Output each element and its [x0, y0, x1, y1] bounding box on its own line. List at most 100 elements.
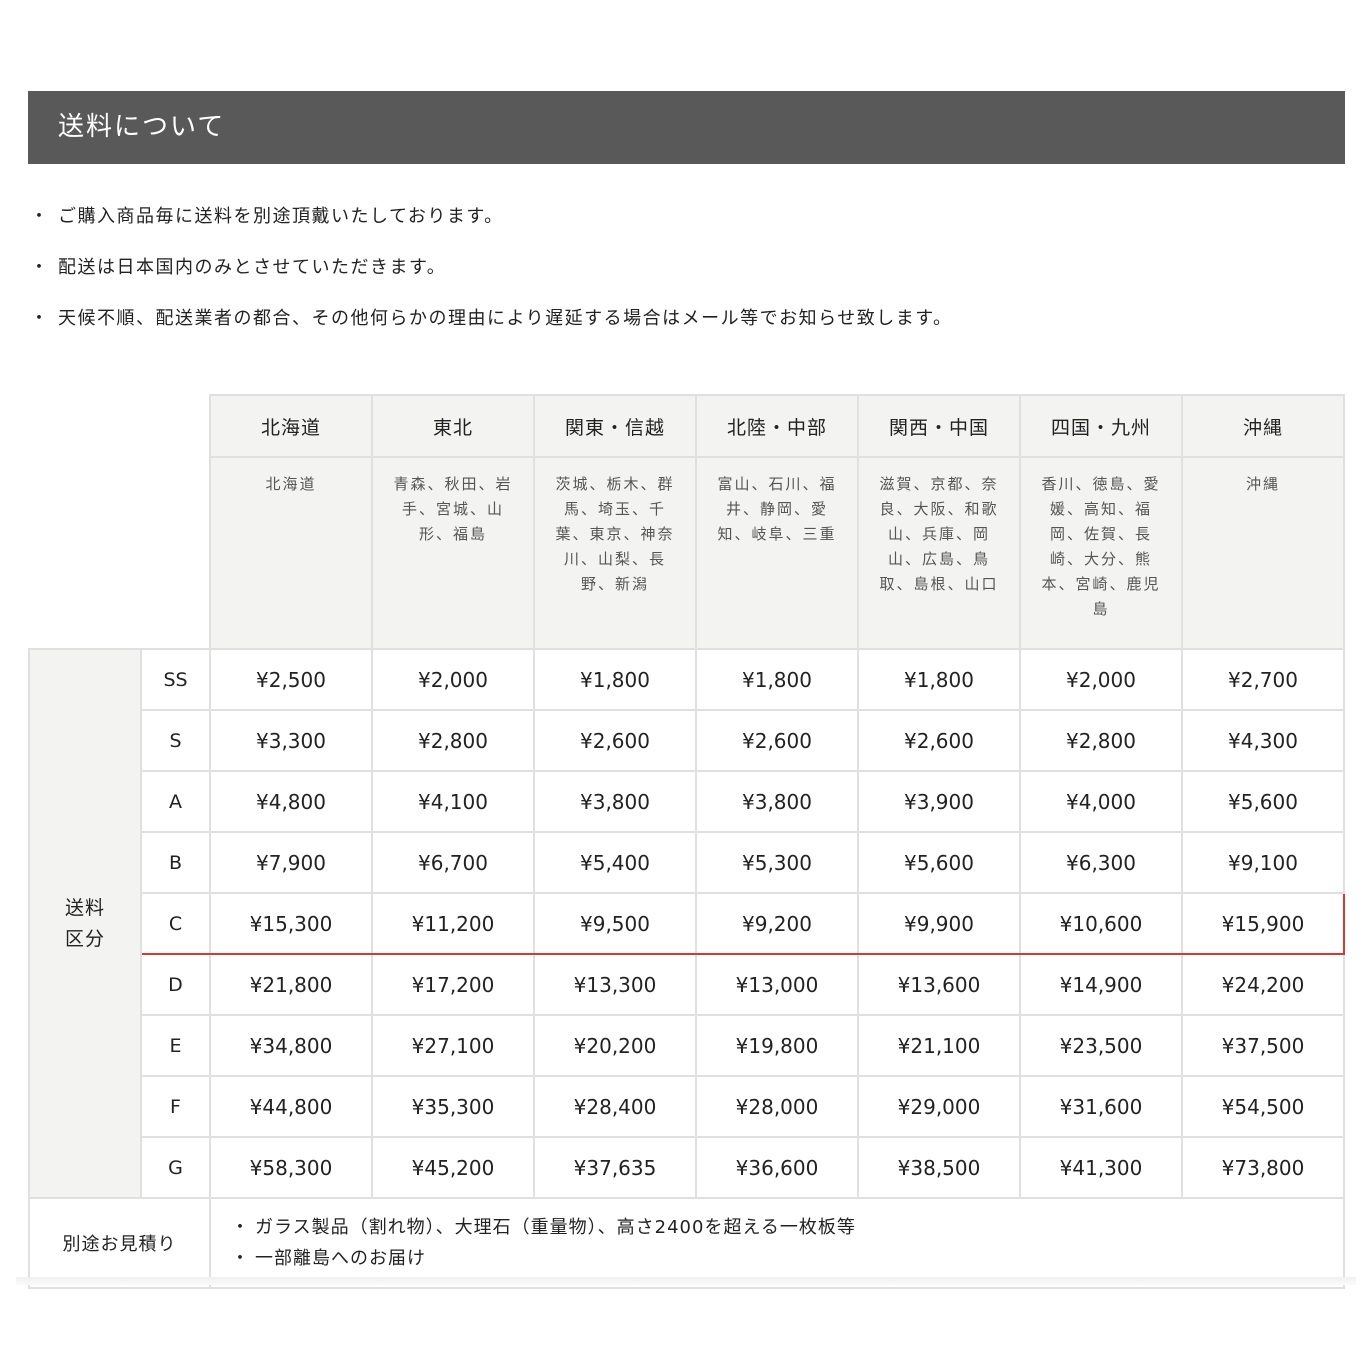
- price-cell: ¥4,000: [1019, 770, 1183, 833]
- price-cell: ¥15,300: [209, 892, 373, 955]
- price-cell: ¥28,400: [533, 1075, 697, 1138]
- prefecture-list: 香川、徳島、愛媛、高知、福岡、佐賀、長崎、大分、熊本、宮崎、鹿児島: [1019, 456, 1183, 650]
- price-cell: ¥54,500: [1181, 1075, 1345, 1138]
- price-cell: ¥19,800: [695, 1014, 859, 1077]
- price-cell: ¥45,200: [371, 1136, 535, 1199]
- prefecture-list: 茨城、栃木、群馬、埼玉、千葉、東京、神奈川、山梨、長野、新潟: [533, 456, 697, 650]
- bullet: ・: [30, 308, 50, 329]
- prefecture-list: 青森、秋田、岩手、宮城、山形、福島: [371, 456, 535, 650]
- note-item: ・配送は日本国内のみとさせていただきます。: [30, 251, 952, 302]
- size-label: E: [140, 1014, 211, 1077]
- prefecture-row: 北海道 青森、秋田、岩手、宮城、山形、福島 茨城、栃木、群馬、埼玉、千葉、東京、神奈…: [29, 456, 1345, 650]
- special-quote-row: 別途お見積り・ガラス製品（割れ物）、大理石（重量物）、高さ2400を超える一枚板…: [28, 1197, 1345, 1289]
- note-text: 配送は日本国内のみとさせていただきます。: [58, 257, 447, 278]
- price-cell: ¥58,300: [209, 1136, 373, 1199]
- price-cell: ¥9,200: [695, 892, 859, 955]
- blank-cell: [29, 395, 210, 649]
- table-row: A ¥4,800 ¥4,100 ¥3,800 ¥3,800 ¥3,900 ¥4,000 ¥5,…: [29, 770, 1345, 833]
- bullet: ・: [231, 1217, 250, 1238]
- size-label: G: [140, 1136, 211, 1199]
- region-header-row: 北海道 東北 関東・信越 北陸・中部 関西・中国 四国・九州 沖縄: [29, 394, 1345, 649]
- price-cell: ¥1,800: [857, 648, 1021, 711]
- special-quote-item: ・一部離島へのお届け: [231, 1243, 1343, 1274]
- table-row: B ¥7,900 ¥6,700 ¥5,400 ¥5,300 ¥5,600 ¥6,300 ¥9,…: [29, 831, 1345, 894]
- shipping-fee-table: 北海道 東北 関東・信越 北陸・中部 関西・中国 四国・九州 沖縄 北海道 青森、秋田、岩手、宮…: [28, 394, 1345, 1289]
- price-cell: ¥27,100: [371, 1014, 535, 1077]
- region-header: 関西・中国: [857, 394, 1021, 458]
- price-cell: ¥9,500: [533, 892, 697, 955]
- note-item: ・ご購入商品毎に送料を別途頂戴いたしております。: [30, 200, 952, 251]
- price-cell: ¥6,700: [371, 831, 535, 894]
- price-cell: ¥1,800: [695, 648, 859, 711]
- section-title: 送料について: [28, 91, 1345, 164]
- fee-category-line: 区分: [64, 927, 105, 950]
- size-label: A: [140, 770, 211, 833]
- price-cell: ¥2,000: [371, 648, 535, 711]
- price-cell: ¥21,800: [209, 953, 373, 1016]
- fee-category-label: 送料 区分: [28, 648, 142, 1199]
- size-label: D: [140, 953, 211, 1016]
- price-cell: ¥73,800: [1181, 1136, 1345, 1199]
- price-cell: ¥37,635: [533, 1136, 697, 1199]
- region-header: 関東・信越: [533, 394, 697, 458]
- region-header: 北陸・中部: [695, 394, 859, 458]
- price-cell: ¥9,900: [857, 892, 1021, 955]
- price-cell: ¥11,200: [371, 892, 535, 955]
- price-cell: ¥5,600: [857, 831, 1021, 894]
- price-cell: ¥21,100: [857, 1014, 1021, 1077]
- price-cell: ¥2,800: [1019, 709, 1183, 772]
- price-cell: ¥2,600: [695, 709, 859, 772]
- price-cell: ¥20,200: [533, 1014, 697, 1077]
- table-row: F ¥44,800 ¥35,300 ¥28,400 ¥28,000 ¥29,000 ¥31,…: [29, 1075, 1345, 1138]
- price-cell: ¥2,700: [1181, 648, 1345, 711]
- price-cell: ¥24,200: [1181, 953, 1345, 1016]
- region-header: 東北: [371, 394, 535, 458]
- note-text: 天候不順、配送業者の都合、その他何らかの理由により遅延する場合はメール等でお知ら…: [58, 308, 953, 329]
- region-header: 北海道: [209, 394, 373, 458]
- table-row: G ¥58,300 ¥45,200 ¥37,635 ¥36,600 ¥38,500 ¥41,…: [29, 1136, 1345, 1199]
- price-cell: ¥38,500: [857, 1136, 1021, 1199]
- price-cell: ¥13,300: [533, 953, 697, 1016]
- price-cell: ¥13,000: [695, 953, 859, 1016]
- table-row: 送料 区分 SS ¥2,500 ¥2,000 ¥1,800 ¥1,800 ¥1,800 ¥2,0…: [28, 648, 1345, 1199]
- price-cell: ¥5,600: [1181, 770, 1345, 833]
- price-cell: ¥35,300: [371, 1075, 535, 1138]
- price-cell: ¥2,500: [209, 648, 373, 711]
- price-cell: ¥23,500: [1019, 1014, 1183, 1077]
- bullet: ・: [231, 1248, 250, 1269]
- price-cell: ¥2,800: [371, 709, 535, 772]
- size-label: F: [140, 1075, 211, 1138]
- table-row: S ¥3,300 ¥2,800 ¥2,600 ¥2,600 ¥2,600 ¥2,800 ¥4,…: [29, 709, 1345, 772]
- price-cell: ¥5,400: [533, 831, 697, 894]
- note-text: ご購入商品毎に送料を別途頂戴いたしております。: [58, 206, 504, 227]
- price-cell: ¥5,300: [695, 831, 859, 894]
- price-cell: ¥3,800: [533, 770, 697, 833]
- price-cell: ¥37,500: [1181, 1014, 1345, 1077]
- price-cell: ¥2,600: [533, 709, 697, 772]
- table-row: E ¥34,800 ¥27,100 ¥20,200 ¥19,800 ¥21,100 ¥23,…: [29, 1014, 1345, 1077]
- special-quote-items: ・ガラス製品（割れ物）、大理石（重量物）、高さ2400を超える一枚板等・一部離島…: [209, 1197, 1345, 1289]
- price-cell: ¥36,600: [695, 1136, 859, 1199]
- price-cell: ¥7,900: [209, 831, 373, 894]
- price-cell: ¥3,800: [695, 770, 859, 833]
- size-label: B: [140, 831, 211, 894]
- region-header: 沖縄: [1181, 394, 1345, 458]
- price-cell: ¥14,900: [1019, 953, 1183, 1016]
- price-cell: ¥13,600: [857, 953, 1021, 1016]
- prefecture-list: 沖縄: [1181, 456, 1345, 650]
- notes-list: ・ご購入商品毎に送料を別途頂戴いたしております。 ・配送は日本国内のみとさせてい…: [30, 200, 952, 353]
- price-cell: ¥9,100: [1181, 831, 1345, 894]
- price-cell: ¥2,000: [1019, 648, 1183, 711]
- fee-category-line: 送料: [64, 896, 105, 919]
- prefecture-list: 北海道: [209, 456, 373, 650]
- size-label: C: [140, 892, 211, 955]
- special-quote-label: 別途お見積り: [28, 1197, 211, 1289]
- price-cell: ¥10,600: [1019, 892, 1183, 955]
- size-label: SS: [140, 648, 211, 711]
- price-cell: ¥28,000: [695, 1075, 859, 1138]
- region-header: 四国・九州: [1019, 394, 1183, 458]
- note-item: ・天候不順、配送業者の都合、その他何らかの理由により遅延する場合はメール等でお知…: [30, 302, 952, 353]
- price-cell: ¥44,800: [209, 1075, 373, 1138]
- price-cell: ¥6,300: [1019, 831, 1183, 894]
- price-cell: ¥34,800: [209, 1014, 373, 1077]
